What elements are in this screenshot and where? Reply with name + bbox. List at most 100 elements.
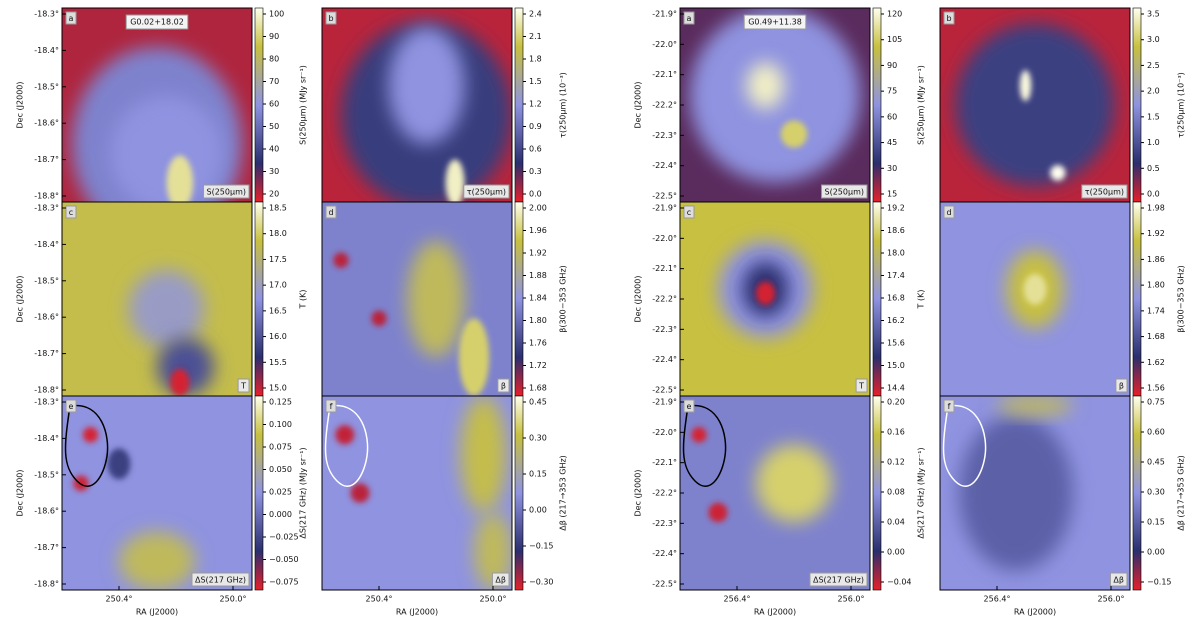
y-tick-label: -18.3° (34, 10, 59, 19)
title-box (125, 14, 189, 30)
colorbar-tick-label: −0.15 (1147, 578, 1172, 587)
panel-frame (321, 395, 513, 591)
x-tick-label: 256.0° (838, 595, 865, 604)
colorbar-tick-label: 0.15 (1147, 518, 1165, 527)
colorbar-tick-label: 1.62 (1147, 358, 1165, 367)
colorbar-tick-label: 0.12 (887, 458, 905, 467)
panel-tag: β (501, 382, 506, 391)
y-axis-label: Dec (J2000) (634, 470, 643, 517)
map (680, 8, 870, 202)
x-tick-label: 256.4° (984, 595, 1011, 604)
y-tick-label: -22.2° (652, 101, 677, 110)
colorbar-label: S(250μm) (MJy sr⁻¹) (299, 65, 308, 145)
panel-letter: e (687, 402, 692, 411)
panel-tag: τ(250μm) (1085, 188, 1124, 197)
tag-box (463, 184, 510, 199)
colorbar (514, 395, 524, 591)
y-tick-label: -22.0° (652, 40, 677, 49)
x-tick-label: 250.0° (220, 595, 247, 604)
colorbar (254, 395, 264, 591)
colorbar-tick-label: 0.025 (269, 488, 292, 497)
y-tick-label: -22.1° (652, 458, 677, 467)
colorbar (514, 201, 524, 397)
colorbar-tick-label: 0.60 (1147, 428, 1165, 437)
colorbar-label: β(300−353 GHz) (1177, 265, 1186, 333)
colorbar-tick-label: 100 (269, 10, 284, 19)
letter-box (325, 399, 337, 413)
colorbar-tick-label: 2.5 (1147, 61, 1160, 70)
colorbar-tick-label: 17.5 (269, 255, 287, 264)
colorbar-tick-label: 1.74 (1147, 306, 1165, 315)
map-feature (691, 427, 707, 443)
colorbar-tick-label: −0.025 (269, 533, 299, 542)
y-tick-label: -22.1° (652, 70, 677, 79)
colorbar-tick-label: 0.16 (887, 428, 905, 437)
y-tick-label: -21.9° (652, 398, 677, 407)
map (680, 202, 870, 396)
y-tick-label: -18.3° (34, 204, 59, 213)
colorbar-tick-label: 1.5 (529, 77, 542, 86)
colorbar-tick-label: 17.4 (887, 271, 905, 280)
tag-box (497, 378, 510, 393)
y-tick-label: -18.4° (34, 434, 59, 443)
map-feature (780, 120, 808, 148)
colorbar-tick-label: 1.88 (529, 271, 547, 280)
colorbar-label: T (K) (299, 290, 308, 310)
colorbar-tick-label: 18.0 (887, 249, 905, 258)
colorbar-tick-label: 16.8 (887, 294, 905, 303)
panel-tag: τ(250μm) (467, 188, 506, 197)
y-tick-label: -18.5° (34, 276, 59, 285)
letter-box (683, 11, 695, 25)
colorbar-tick-label: 105 (887, 35, 902, 44)
colorbar-tick-label: 0.050 (269, 465, 292, 474)
y-tick-label: -22.1° (652, 264, 677, 273)
letter-box (943, 205, 955, 219)
colorbar (254, 7, 264, 203)
colorbar-tick-label: 30 (269, 167, 279, 176)
letter-box (65, 11, 77, 25)
y-axis-label: Dec (J2000) (16, 470, 25, 517)
tag-box (1081, 184, 1128, 199)
y-tick-label: -18.6° (34, 119, 59, 128)
y-tick-label: -22.3° (652, 131, 677, 140)
colorbar-tick-label: 1.5 (1147, 112, 1160, 121)
colorbar-tick-label: 20 (269, 190, 279, 199)
panel-tag: T (240, 382, 246, 391)
y-tick-label: -22.0° (652, 428, 677, 437)
y-tick-label: -22.3° (652, 325, 677, 334)
map-feature (335, 425, 355, 445)
colorbar-tick-label: 0.75 (1147, 398, 1165, 407)
y-tick-label: -18.6° (34, 507, 59, 516)
letter-box (943, 399, 955, 413)
colorbar-tick-label: 0.9 (529, 122, 542, 131)
colorbar-tick-label: 40 (269, 145, 279, 154)
colorbar-tick-label: 70 (269, 77, 279, 86)
colorbar-label: S(250μm) (MJy sr⁻¹) (917, 65, 926, 145)
figure-title: G0.02+18.02 (130, 18, 184, 27)
colorbar-tick-label: 0.125 (269, 398, 292, 407)
y-tick-label: -18.4° (34, 46, 59, 55)
map (322, 202, 512, 396)
letter-box (65, 205, 77, 219)
y-tick-label: -18.5° (34, 82, 59, 91)
panel-letter: d (328, 208, 333, 217)
colorbar-tick-label: 1.98 (1147, 204, 1165, 213)
tag-box (821, 184, 868, 199)
map-feature (1050, 165, 1066, 181)
panel-tag: β (1119, 382, 1124, 391)
colorbar-tick-label: −0.075 (269, 578, 299, 587)
colorbar-tick-label: −0.050 (269, 555, 299, 564)
panel-tag: Δβ (495, 576, 506, 585)
map (940, 202, 1130, 396)
y-tick-label: -18.8° (34, 386, 59, 395)
contour (64, 404, 109, 487)
colorbar-tick-label: 16.5 (269, 306, 287, 315)
y-tick-label: -18.4° (34, 240, 59, 249)
panel-letter: f (330, 402, 333, 411)
x-axis-label: RA (J2000) (396, 608, 438, 617)
panel-letter: a (69, 14, 74, 23)
colorbar-tick-label: 1.96 (529, 226, 547, 235)
colorbar-tick-label: 1.80 (529, 316, 547, 325)
y-tick-label: -22.0° (652, 234, 677, 243)
x-axis-label: RA (J2000) (136, 608, 178, 617)
